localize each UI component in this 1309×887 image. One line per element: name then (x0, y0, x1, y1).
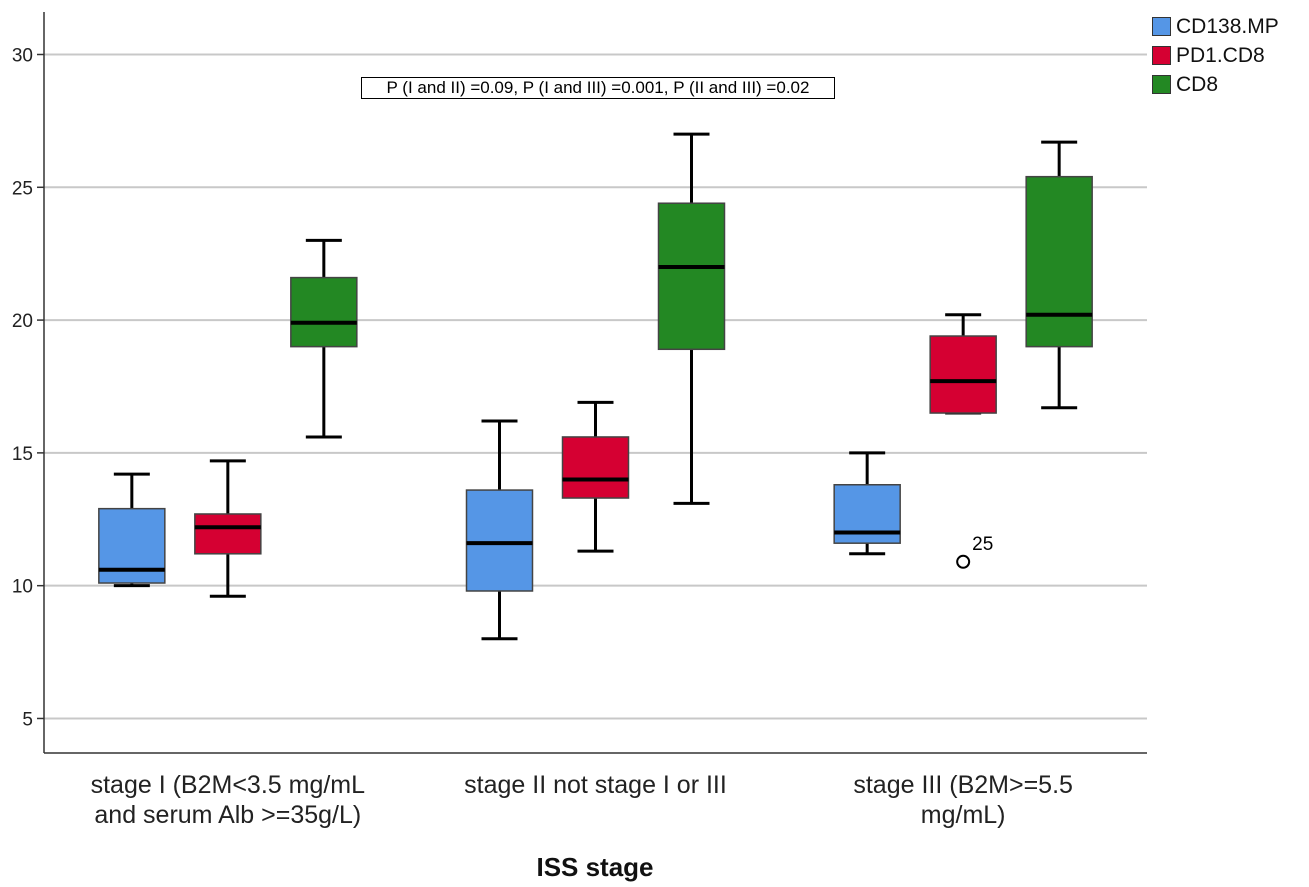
legend-swatch (1152, 17, 1171, 36)
outlier-label: 25 (972, 534, 993, 555)
y-tick-label: 5 (22, 709, 33, 730)
x-category-label: stage III (B2M>=5.5 mg/mL) (853, 771, 1073, 829)
legend-item: PD1.CD8 (1152, 41, 1279, 70)
box-series: 25 (98, 132, 1093, 641)
box-cd8 (657, 202, 726, 351)
legend-label: PD1.CD8 (1176, 43, 1265, 67)
y-tick-label: 20 (12, 311, 33, 332)
y-tick-label: 30 (12, 45, 33, 66)
legend-label: CD8 (1176, 72, 1219, 96)
outlier-point (956, 554, 971, 569)
x-axis-title: ISS stage (536, 852, 654, 882)
box-cd8 (1025, 175, 1093, 348)
legend-item: CD138.MP (1152, 12, 1279, 41)
y-tick-label: 15 (12, 444, 33, 465)
box-pd1-cd8 (194, 513, 262, 555)
box-pd1-cd8 (561, 436, 630, 499)
x-category-label: stage II not stage I or III (464, 771, 727, 799)
box-cd138-mp (465, 489, 534, 592)
y-tick-labels: 5 10 15 20 25 30 (12, 45, 33, 730)
box-cd138-mp (98, 507, 166, 584)
legend-item: CD8 (1152, 70, 1279, 99)
legend: CD138.MP PD1.CD8 CD8 (1152, 12, 1279, 99)
box-cd8 (290, 276, 358, 348)
axes (37, 12, 1147, 754)
legend-label: CD138.MP (1176, 14, 1279, 38)
legend-swatch (1152, 75, 1171, 94)
y-tick-label: 25 (12, 178, 33, 199)
y-tick-label: 10 (12, 577, 33, 598)
legend-swatch (1152, 46, 1171, 65)
box-pd1-cd8 (929, 335, 997, 414)
p-value-annotation: P (I and II) =0.09, P (I and III) =0.001… (361, 77, 835, 99)
x-category-label: stage I (B2M<3.5 mg/mL and serum Alb >=3… (90, 771, 366, 829)
